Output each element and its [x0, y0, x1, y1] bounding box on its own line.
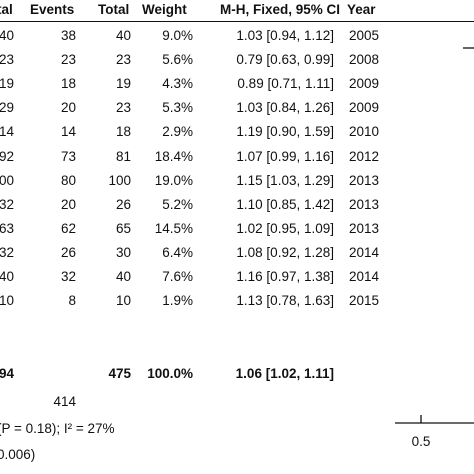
- header-events: Events: [30, 2, 75, 17]
- cell-weight: 6.4%: [162, 244, 193, 260]
- cell-year: 2008: [348, 52, 379, 68]
- cell-total-left: 10: [0, 293, 14, 309]
- cell-weight: 5.3%: [162, 100, 193, 116]
- cell-effect: 1.03 [0.84, 1.26]: [236, 100, 334, 116]
- cell-events: 18: [60, 76, 76, 92]
- cell-year: 2014: [348, 244, 379, 260]
- cell-events: 62: [60, 220, 76, 236]
- cell-total-left: 32: [0, 196, 14, 212]
- cell-weight: 5.2%: [162, 196, 193, 212]
- cell-total-left: 29: [0, 100, 14, 116]
- cell-total-left: 92: [0, 148, 14, 164]
- cell-year: 2014: [348, 269, 379, 284]
- cell-total: 23: [115, 100, 131, 116]
- cell-events: 80: [60, 172, 76, 188]
- cell-events: 14: [60, 124, 76, 140]
- cell-total: 40: [115, 269, 131, 284]
- cell-total-left: 40: [0, 28, 14, 43]
- summary-total-left: 94: [0, 366, 14, 381]
- cell-weight: 5.6%: [162, 52, 193, 68]
- cell-weight: 2.9%: [162, 124, 193, 140]
- cell-events: 20: [60, 100, 76, 116]
- cell-effect: 1.16 [0.97, 1.38]: [236, 269, 334, 284]
- cell-total: 30: [115, 244, 131, 260]
- cell-year: 2013: [348, 196, 379, 212]
- cell-weight: 14.5%: [154, 220, 193, 236]
- cell-events: 26: [60, 244, 76, 260]
- cell-year: 2009: [348, 76, 379, 92]
- cell-year: 2010: [348, 124, 379, 140]
- cell-total: 100: [108, 172, 131, 188]
- cell-weight: 1.9%: [162, 293, 193, 309]
- cell-events: 8: [68, 293, 76, 309]
- axis-tick-label: 0.5: [412, 434, 431, 449]
- summary-total: 475: [108, 366, 131, 381]
- cell-events: 38: [60, 28, 76, 43]
- cell-total: 65: [115, 220, 131, 236]
- summary-weight: 100.0%: [147, 366, 193, 381]
- cell-total: 81: [115, 148, 131, 164]
- total-events: 414: [53, 394, 76, 409]
- cell-year: 2013: [348, 172, 379, 188]
- header-total: Total: [98, 2, 130, 17]
- cell-total: 18: [115, 124, 131, 140]
- cell-effect: 0.79 [0.63, 0.99]: [236, 52, 334, 68]
- cell-year: 2012: [348, 148, 379, 164]
- cell-effect: 1.02 [0.95, 1.09]: [236, 220, 334, 236]
- cell-total-left: 14: [0, 124, 14, 140]
- cell-effect: 1.03 [0.94, 1.12]: [236, 28, 334, 43]
- cell-total: 23: [115, 52, 131, 68]
- header-effect: M-H, Fixed, 95% CI: [220, 2, 341, 17]
- cell-events: 32: [60, 269, 76, 284]
- cell-total: 40: [115, 28, 131, 43]
- overall-effect-text: 0.006): [0, 447, 36, 462]
- header-weight: Weight: [142, 2, 187, 17]
- cell-total-left: 23: [0, 52, 14, 68]
- cell-total: 26: [115, 196, 131, 212]
- cell-year: 2005: [348, 28, 379, 43]
- cell-year: 2015: [348, 293, 379, 309]
- cell-year: 2009: [348, 100, 379, 116]
- cell-effect: 1.13 [0.78, 1.63]: [236, 293, 334, 309]
- cell-weight: 18.4%: [154, 148, 193, 164]
- cell-effect: 1.08 [0.92, 1.28]: [236, 244, 334, 260]
- summary-effect: 1.06 [1.02, 1.11]: [235, 366, 334, 381]
- cell-effect: 1.15 [1.03, 1.29]: [236, 172, 334, 188]
- cell-effect: 1.10 [0.85, 1.42]: [236, 196, 334, 212]
- cell-total-left: 00: [0, 172, 14, 188]
- cell-total: 19: [115, 76, 131, 92]
- cell-weight: 7.6%: [162, 269, 193, 284]
- cell-events: 20: [60, 196, 76, 212]
- cell-weight: 4.3%: [162, 76, 193, 92]
- header-rule: [0, 21, 474, 22]
- header-total-left: tal: [0, 2, 13, 17]
- cell-effect: 1.19 [0.90, 1.59]: [236, 124, 334, 140]
- heterogeneity-text: (P = 0.18); I² = 27%: [0, 421, 115, 436]
- cell-total-left: 19: [0, 76, 14, 92]
- cell-weight: 9.0%: [162, 28, 193, 43]
- cell-weight: 19.0%: [154, 172, 193, 188]
- cell-total-left: 63: [0, 220, 14, 236]
- cell-year: 2013: [348, 220, 379, 236]
- cell-events: 73: [60, 148, 76, 164]
- cell-effect: 1.07 [0.99, 1.16]: [236, 148, 334, 164]
- cell-total: 10: [115, 293, 131, 309]
- cell-total-left: 40: [0, 269, 14, 284]
- cell-total-left: 32: [0, 244, 14, 260]
- header-year: Year: [347, 2, 376, 17]
- cell-effect: 0.89 [0.71, 1.11]: [237, 76, 334, 92]
- cell-events: 23: [60, 52, 76, 68]
